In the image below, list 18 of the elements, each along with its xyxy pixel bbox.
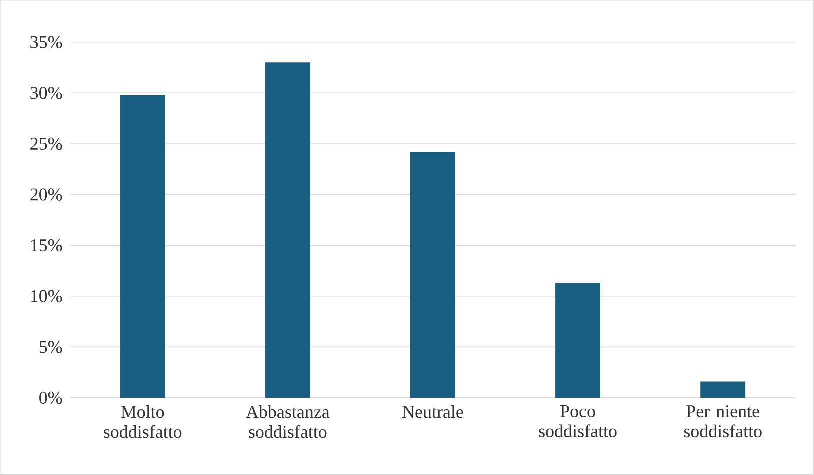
y-tick-label: 35% (30, 36, 62, 48)
bar (410, 152, 456, 398)
bar (700, 382, 746, 398)
bar (120, 95, 166, 398)
x-tick-label: Molto soddisfatto (104, 405, 182, 438)
y-tick-label: 25% (30, 138, 62, 150)
y-tick-label: 10% (31, 290, 62, 302)
x-tick-label: Per niente soddisfatto (684, 405, 762, 438)
y-tick-label: 30% (30, 86, 62, 100)
x-tick-label: Abbastanza soddisfatto (246, 405, 330, 438)
y-tick-label: 15% (31, 239, 62, 252)
x-tick-label: Poco soddisfatto (539, 405, 617, 438)
bar (556, 283, 601, 398)
y-tick-label: 20% (30, 188, 62, 201)
x-tick-label: Neutrale (402, 405, 464, 418)
y-tick-label: 0% (40, 392, 62, 404)
bar (265, 62, 310, 398)
y-tick-label: 5% (40, 340, 62, 354)
